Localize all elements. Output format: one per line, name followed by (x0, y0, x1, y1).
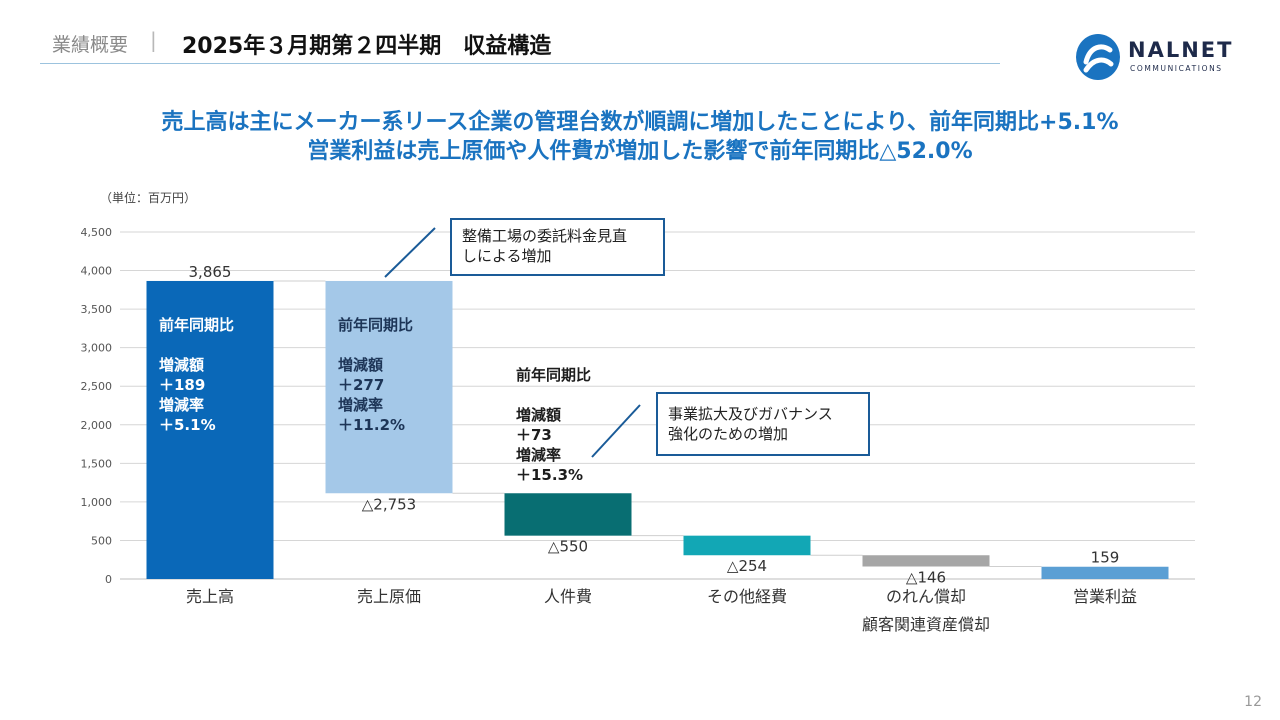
section-category: 業績概要 (52, 34, 129, 56)
nalnet-logo-icon (1076, 34, 1120, 80)
category-label: のれん償却 (886, 587, 966, 606)
value-label: 3,865 (189, 263, 232, 281)
category-label: その他経費 (707, 587, 787, 606)
callout-cost-line-1: 整備工場の委託料金見直 (462, 227, 628, 245)
page-title: 2025年３月期第２四半期 収益構造 (182, 34, 552, 59)
value-label: △550 (548, 538, 588, 556)
value-label: △2,753 (362, 495, 416, 513)
yoy-note-line: ＋73 (516, 426, 552, 444)
bar-1 (146, 280, 274, 579)
callout-personnel: 事業拡大及びガバナンス 強化のための増加 (656, 392, 870, 456)
value-label: △146 (906, 569, 946, 587)
yoy-note-line: ＋11.2% (338, 416, 405, 434)
value-label: 159 (1091, 549, 1120, 567)
yoy-note-line: ＋15.3% (516, 466, 583, 484)
yoy-note-line: 増減額 (159, 356, 204, 374)
y-tick-label: 2,000 (81, 419, 113, 432)
callout-personnel-line-1: 事業拡大及びガバナンス (668, 405, 833, 423)
bar-2 (325, 280, 453, 494)
value-label: △254 (727, 557, 767, 575)
callout-pointer (384, 227, 436, 278)
y-tick-label: 4,000 (81, 265, 113, 278)
bar-6 (1041, 566, 1169, 579)
yoy-note-line: 前年同期比 (159, 316, 234, 334)
company-logo: NALNET COMMUNICATIONS (1074, 32, 1264, 82)
category-label: 売上原価 (357, 587, 421, 606)
yoy-note-line: 増減率 (338, 396, 383, 414)
yoy-note-line: 増減率 (516, 446, 561, 464)
y-tick-label: 2,500 (81, 380, 113, 393)
header-separator: | (150, 28, 157, 52)
headline-line-1: 売上高は主にメーカー系リース企業の管理台数が順調に増加したことにより、前年同期比… (161, 110, 1119, 135)
category-label: 顧客関連資産償却 (862, 615, 990, 634)
bar-5 (862, 555, 990, 567)
yoy-note-line: 増減額 (516, 406, 561, 424)
y-tick-label: 1,000 (81, 496, 113, 509)
bar-4 (683, 535, 811, 556)
y-tick-label: 0 (105, 573, 112, 586)
y-tick-label: 4,500 (81, 226, 113, 239)
yoy-note-line: ＋5.1% (159, 416, 216, 434)
logo-subtitle: COMMUNICATIONS (1130, 64, 1223, 73)
category-label: 人件費 (544, 587, 592, 606)
yoy-note-line: 増減額 (338, 356, 383, 374)
callout-cost-of-sales: 整備工場の委託料金見直 しによる増加 (450, 218, 665, 276)
bar-3 (504, 493, 632, 536)
yoy-note-line: 増減率 (159, 396, 204, 414)
yoy-note-line: 前年同期比 (338, 316, 413, 334)
page-number: 12 (1244, 694, 1262, 710)
y-tick-label: 500 (91, 534, 112, 547)
y-tick-label: 3,000 (81, 342, 113, 355)
category-label: 売上高 (186, 587, 234, 606)
yoy-note-line: 前年同期比 (516, 366, 591, 384)
yoy-note-line: ＋277 (338, 376, 384, 394)
headline-line-2: 営業利益は売上原価や人件費が増加した影響で前年同期比△52.0% (307, 139, 973, 164)
category-label: 営業利益 (1073, 587, 1137, 606)
callout-pointer (591, 404, 641, 458)
header-rule (40, 63, 1000, 64)
callout-cost-line-2: しによる増加 (462, 247, 552, 265)
y-tick-label: 1,500 (81, 457, 113, 470)
callout-personnel-line-2: 強化のための増加 (668, 425, 789, 443)
unit-label: （単位：百万円） (100, 190, 196, 205)
y-tick-label: 3,500 (81, 303, 113, 316)
logo-wordmark: NALNET (1128, 38, 1234, 62)
yoy-note-line: ＋189 (159, 376, 205, 394)
